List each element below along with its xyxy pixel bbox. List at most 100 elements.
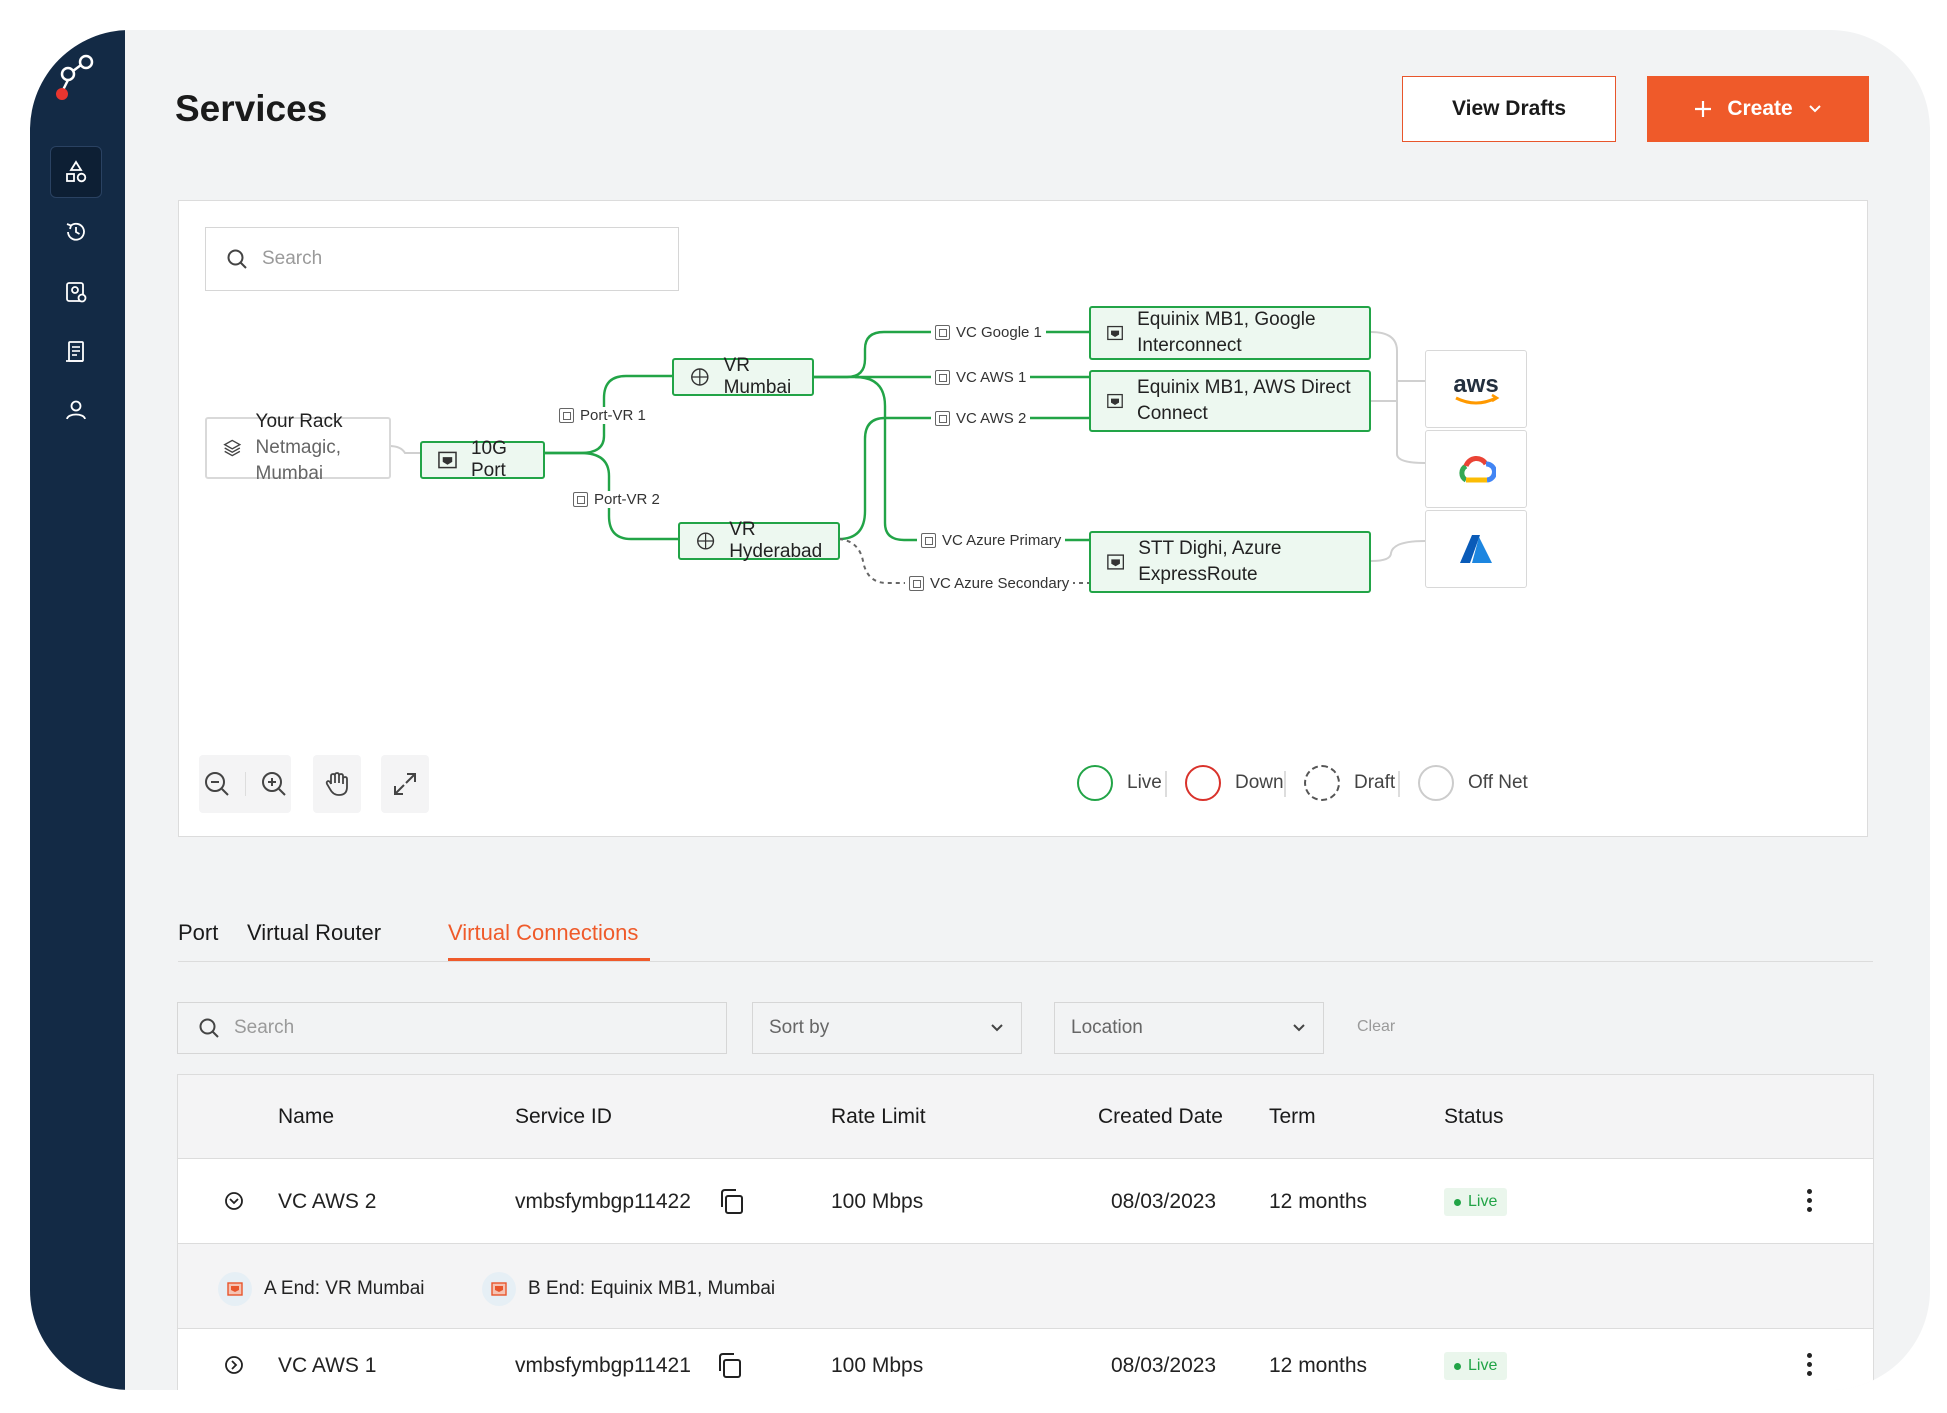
sidebar-item-history[interactable] (50, 206, 102, 258)
table-search-placeholder: Search (234, 1017, 295, 1038)
vc-azure-secondary-text: VC Azure Secondary (930, 575, 1070, 592)
vc-azure-primary-text: VC Azure Primary (942, 532, 1062, 549)
endpoint-google-label: Equinix MB1, Google Interconnect (1137, 309, 1316, 356)
connection-icon (909, 576, 924, 591)
collapse-icon[interactable] (224, 1191, 244, 1211)
sidebar-item-docs[interactable] (50, 326, 102, 378)
connection-icon (921, 533, 936, 548)
copy-icon[interactable] (715, 1351, 745, 1381)
live-dot (1077, 765, 1113, 801)
column-header-name[interactable]: Name (278, 1105, 335, 1128)
vc-google-1-text: VC Google 1 (956, 324, 1042, 341)
fullscreen-button[interactable] (381, 755, 429, 813)
port-icon (218, 1272, 252, 1306)
legend-divider (1165, 771, 1167, 797)
sort-by-label: Sort by (769, 1017, 830, 1038)
column-header-service-id[interactable]: Service ID (515, 1105, 612, 1128)
row-created-date: 08/03/2023 (1111, 1190, 1217, 1213)
create-button[interactable]: Create (1647, 76, 1869, 142)
history-icon (66, 222, 85, 241)
vc-google-1-label[interactable]: VC Google 1 (931, 324, 1046, 341)
column-header-status[interactable]: Status (1444, 1105, 1504, 1128)
tab-port[interactable]: Port (178, 920, 219, 945)
expand-row-icon[interactable] (224, 1355, 244, 1375)
legend-offnet: Off Net (1418, 765, 1528, 801)
sidebar (30, 30, 125, 1390)
link-rack-port (388, 445, 420, 454)
legend-down: Down (1185, 765, 1284, 801)
sidebar-item-account[interactable] (50, 384, 102, 436)
tab-virtual-router[interactable]: Virtual Router (247, 920, 382, 945)
router-icon (691, 368, 709, 386)
port-vr2-link-label[interactable]: Port-VR 2 (569, 491, 664, 508)
down-dot (1185, 765, 1221, 801)
connection-icon (935, 325, 950, 340)
topology-links (388, 330, 1426, 584)
aws-logo-icon: aws (1453, 371, 1500, 405)
vc-aws-2-label[interactable]: VC AWS 2 (931, 410, 1031, 427)
row-menu-icon[interactable] (1807, 1189, 1813, 1216)
vr-hyderabad-node[interactable]: VR Hyderabad (678, 519, 840, 562)
table-row[interactable]: VC AWS 1 vmbsfymbgp11421 100 Mbps 08/03/… (178, 1329, 1873, 1390)
google-cloud-tile[interactable] (1425, 430, 1527, 508)
clear-filters-button[interactable]: Clear (1357, 1018, 1396, 1035)
row-term: 12 months (1269, 1354, 1368, 1377)
column-header-term[interactable]: Term (1269, 1105, 1316, 1128)
aws-cloud-tile[interactable]: aws (1425, 350, 1527, 428)
chevron-down-icon (1293, 1024, 1305, 1032)
table-search-input[interactable]: Search (177, 1002, 727, 1054)
row-name: VC AWS 1 (278, 1354, 377, 1377)
chevron-down-icon (1808, 105, 1821, 113)
sidebar-item-billing[interactable] (50, 266, 102, 318)
endpoint-aws-node[interactable]: Equinix MB1, AWS Direct Connect (1089, 370, 1371, 432)
vc-azure-primary-label[interactable]: VC Azure Primary (917, 532, 1066, 549)
status-badge: Live (1444, 1352, 1508, 1380)
brand-logo-icon[interactable] (54, 52, 98, 104)
vc-azure-secondary-label[interactable]: VC Azure Secondary (905, 575, 1074, 592)
view-drafts-button[interactable]: View Drafts (1402, 76, 1616, 142)
port-node[interactable]: 10G Port (420, 438, 545, 481)
endpoint-azure-label: STT Dighi, Azure ExpressRoute (1138, 538, 1282, 585)
b-end-label: B End: Equinix MB1, Mumbai (528, 1278, 776, 1299)
row-name: VC AWS 2 (278, 1190, 377, 1213)
vc-aws-1-label[interactable]: VC AWS 1 (931, 369, 1031, 386)
azure-logo-icon (1460, 535, 1492, 563)
copy-icon[interactable] (717, 1187, 747, 1217)
row-service-id: vmbsfymbgp11421 (515, 1354, 691, 1377)
port-node-label: 10G Port (470, 438, 507, 481)
active-tab-indicator (448, 958, 650, 961)
rack-title: Your Rack (255, 411, 343, 432)
port-icon (1107, 325, 1123, 341)
rack-node[interactable]: Your Rack Netmagic, Mumbai (205, 411, 391, 484)
port-vr1-link-label[interactable]: Port-VR 1 (555, 407, 650, 424)
column-header-created-date[interactable]: Created Date (1098, 1105, 1223, 1128)
endpoint-azure-node[interactable]: STT Dighi, Azure ExpressRoute (1089, 531, 1371, 593)
expand-icon (394, 773, 416, 795)
table-row[interactable]: VC AWS 2 vmbsfymbgp11422 100 Mbps 08/03/… (178, 1159, 1873, 1243)
topology-canvas[interactable]: Search (178, 200, 1868, 837)
vr-mumbai-node[interactable]: VR Mumbai (672, 355, 814, 398)
page-title: Services (175, 88, 328, 129)
diagram-search-input[interactable]: Search (205, 227, 679, 291)
vc-aws-1-text: VC AWS 1 (956, 369, 1027, 386)
sidebar-item-services[interactable] (50, 146, 102, 198)
tab-virtual-connections[interactable]: Virtual Connections (448, 920, 639, 945)
port-vr1-text: Port-VR 1 (580, 407, 646, 424)
connections-table: Name Service ID Rate Limit Created Date … (177, 1074, 1874, 1390)
svg-text:aws: aws (1453, 371, 1498, 398)
endpoint-google-node[interactable]: Equinix MB1, Google Interconnect (1089, 306, 1371, 360)
shapes-icon (66, 160, 87, 183)
sort-by-select[interactable]: Sort by (752, 1002, 1022, 1054)
a-end-item: A End: VR Mumbai (218, 1272, 425, 1306)
location-select[interactable]: Location (1054, 1002, 1324, 1054)
row-rate-limit: 100 Mbps (831, 1354, 924, 1377)
zoom-in-icon[interactable] (260, 770, 288, 798)
column-header-rate-limit[interactable]: Rate Limit (831, 1105, 926, 1128)
row-menu-icon[interactable] (1807, 1353, 1813, 1380)
plus-icon (1695, 101, 1712, 117)
azure-cloud-tile[interactable] (1425, 510, 1527, 588)
pan-tool-button[interactable] (313, 755, 361, 813)
legend-divider (1284, 771, 1286, 797)
endpoint-aws-label: Equinix MB1, AWS Direct Connect (1137, 377, 1351, 424)
zoom-out-icon[interactable] (203, 770, 231, 798)
